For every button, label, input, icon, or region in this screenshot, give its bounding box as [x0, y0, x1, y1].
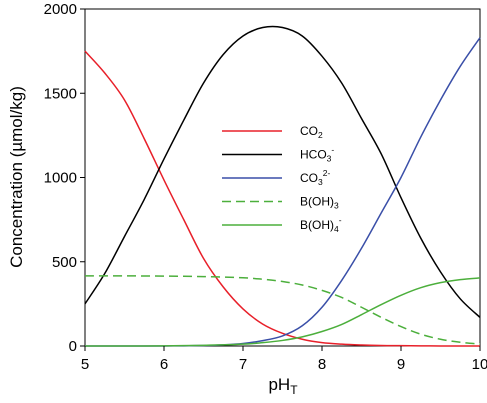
series-line-3 — [84, 275, 481, 345]
legend-label-3: B(OH)3 — [300, 195, 339, 211]
y-tick-label-1: 500 — [52, 254, 77, 271]
x-tick-label-3: 8 — [318, 356, 326, 373]
y-tick-label-4: 2000 — [44, 1, 77, 18]
series-line-0 — [84, 50, 480, 347]
series-line-4 — [84, 277, 481, 347]
plot-frame — [84, 8, 481, 347]
x-tick-label-5: 10 — [472, 356, 487, 373]
series-line-2 — [85, 37, 481, 347]
x-tick-label-0: 5 — [81, 356, 89, 373]
series-curves — [84, 25, 481, 347]
axes: 5 6 7 8 9 10 0 500 1000 1500 2000 — [44, 1, 487, 373]
legend-label-2: CO32- — [300, 168, 330, 187]
legend: CO2 HCO3- CO32- B(OH)3 B(OH)4- — [222, 124, 342, 234]
legend-label-0: CO2 — [300, 124, 323, 140]
x-tick-label-2: 7 — [239, 356, 247, 373]
y-tick-label-0: 0 — [69, 338, 77, 355]
x-axis-title-sub: T — [290, 383, 298, 397]
legend-label-1: HCO3- — [300, 145, 334, 164]
plot-area — [84, 8, 481, 347]
series-line-1 — [84, 25, 481, 318]
x-tick-label-1: 6 — [160, 356, 168, 373]
y-axis-title: Concentration (µmol/kg) — [7, 86, 26, 268]
x-tick-label-4: 9 — [397, 356, 405, 373]
x-axis-title-main: pH — [268, 375, 290, 394]
legend-label-4: B(OH)4- — [300, 215, 342, 234]
x-axis-title: pHT — [268, 375, 298, 397]
y-tick-label-3: 1500 — [44, 85, 77, 102]
y-tick-label-2: 1000 — [44, 170, 77, 187]
